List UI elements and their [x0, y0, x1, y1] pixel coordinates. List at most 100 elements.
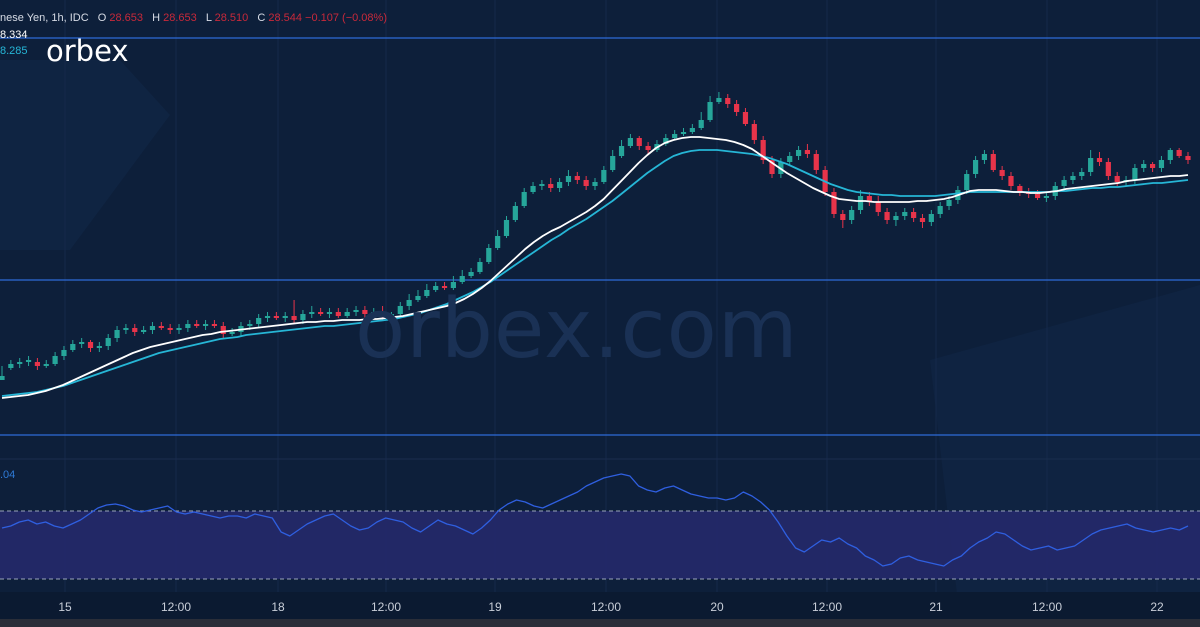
candle-body: [1008, 176, 1014, 186]
candle-body: [264, 316, 271, 318]
candle-body: [565, 176, 572, 182]
candle-body: [247, 324, 253, 326]
close-value: 28.544 −0.107 (−0.08%): [268, 12, 387, 24]
candle-body: [486, 248, 492, 262]
candle-body: [1088, 158, 1094, 172]
candle-body: [636, 138, 642, 146]
open-value: 28.653: [109, 12, 144, 24]
time-label: 12:00: [1031, 600, 1063, 614]
candle-body: [672, 134, 678, 138]
candle-body: [468, 272, 474, 276]
time-label: 22: [1150, 600, 1164, 614]
candle-body: [123, 328, 129, 330]
candle-body: [70, 344, 76, 350]
candle-body: [441, 286, 448, 288]
time-axis-bg: [0, 592, 1200, 619]
candle-body: [52, 356, 58, 364]
candle-body: [813, 154, 819, 170]
candle-body: [627, 138, 634, 146]
candle-body: [96, 346, 102, 348]
candle-body: [273, 316, 279, 318]
candle-body: [362, 310, 368, 314]
high-label: H: [152, 12, 161, 24]
time-label: 20: [710, 600, 724, 614]
time-label: 19: [488, 600, 502, 614]
candle-body: [335, 312, 341, 316]
time-label: 12:00: [811, 600, 843, 614]
bottom-strip: [0, 619, 1200, 627]
candle-body: [610, 156, 616, 170]
candle-body: [282, 316, 288, 318]
candle-body: [344, 312, 350, 316]
candle-body: [291, 316, 297, 320]
candle-body: [406, 300, 412, 306]
candle-body: [539, 184, 545, 186]
candle-body: [663, 138, 669, 144]
candle-body: [689, 128, 695, 132]
candle-body: [477, 262, 483, 272]
rsi-line: [1, 473, 1189, 567]
candle-body: [43, 364, 49, 366]
candle-body: [840, 214, 846, 220]
ohlc-legend: nese Yen, 1h, IDC O 28.653 H 28.653 L 28…: [0, 12, 387, 24]
candle-body: [769, 160, 775, 174]
candle-body: [318, 312, 324, 314]
candle-body: [229, 332, 235, 334]
time-label: 12:00: [370, 600, 402, 614]
ma-fast-value: 8.334: [0, 29, 28, 41]
candle-body: [1061, 180, 1067, 186]
candle-body: [804, 150, 811, 154]
candle-body: [25, 360, 32, 362]
candle-body: [866, 196, 872, 202]
candle-body: [849, 210, 855, 220]
candle-body: [167, 328, 173, 330]
candle-body: [990, 154, 996, 170]
candle-body: [202, 324, 209, 326]
candle-body: [1043, 196, 1049, 198]
candle-body: [379, 312, 386, 316]
low-value: 28.510: [214, 12, 249, 24]
candle-body: [1132, 168, 1138, 180]
candle-body: [857, 196, 864, 210]
candle-body: [388, 314, 395, 316]
candle-body: [1114, 176, 1120, 182]
orbex-logo: orbex: [46, 34, 129, 68]
candle-body: [194, 324, 200, 326]
open-label: O: [97, 12, 107, 24]
candle-body: [495, 236, 501, 248]
candle-body: [105, 338, 111, 346]
candle-body: [1149, 164, 1156, 168]
candle-body: [937, 206, 943, 214]
candle-body: [1105, 162, 1111, 176]
candle-body: [256, 318, 262, 324]
candle-body: [787, 156, 793, 162]
candle-body: [433, 286, 439, 290]
instrument-label: nese Yen, 1h, IDC: [0, 12, 89, 24]
candle-body: [353, 310, 359, 312]
candle-body: [424, 290, 430, 296]
candle-body: [725, 98, 731, 104]
candle-body: [556, 182, 563, 188]
candle-body: [795, 150, 802, 156]
candle-body: [397, 306, 403, 314]
time-label: 18: [271, 600, 285, 614]
candle-body: [734, 104, 740, 112]
candle-body: [512, 206, 518, 220]
candle-body: [1176, 150, 1182, 156]
watermark: orbex.com: [355, 282, 799, 377]
candle-body: [1070, 176, 1076, 180]
candle-body: [592, 182, 598, 186]
rsi-value-label: .04: [0, 469, 16, 481]
candle-body: [521, 192, 527, 206]
candle-body: [450, 282, 456, 288]
rsi-band: [0, 511, 1200, 579]
candle-body: [928, 214, 934, 222]
candle-body: [601, 170, 607, 182]
candle-body: [875, 202, 881, 212]
candle-body: [149, 326, 156, 330]
candle-body: [503, 220, 510, 236]
candle-body: [185, 324, 191, 328]
time-label: 12:00: [590, 600, 622, 614]
bg-decor-left: [0, 60, 170, 250]
